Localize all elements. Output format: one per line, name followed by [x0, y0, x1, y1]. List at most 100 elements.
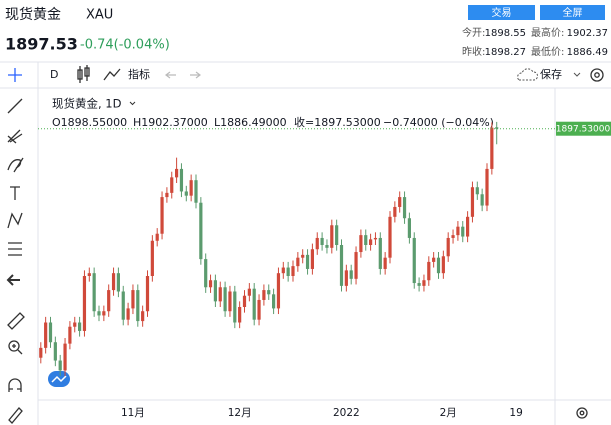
save-button[interactable]: 保存 [540, 67, 562, 81]
save-menu-icon[interactable] [573, 72, 581, 77]
candle-body [339, 245, 344, 286]
candle-body [141, 311, 145, 322]
candle-body [228, 291, 232, 312]
candle-body [252, 288, 256, 320]
last-price-label: 1897.53000 [556, 125, 611, 135]
axis-settings-icon[interactable] [576, 407, 588, 419]
candle-body [422, 280, 426, 286]
candle-body [436, 257, 441, 274]
candle-body [417, 283, 421, 286]
stat-label: 最高价: [531, 26, 564, 39]
stat-value: 1886.49 [567, 47, 608, 58]
candle-body [136, 290, 140, 322]
line-tool[interactable] [7, 98, 23, 114]
candle-body [218, 287, 222, 302]
candle-body [68, 326, 72, 344]
candle-body [398, 197, 402, 207]
redo-icon[interactable] [190, 71, 201, 79]
candle-body [315, 237, 319, 250]
candle-body [451, 235, 455, 238]
price-change: -0.74(-0.04%) [80, 38, 170, 53]
fullscreen-button[interactable] [540, 5, 605, 20]
indicator-button[interactable]: 指标 [128, 67, 150, 81]
candle-body [184, 191, 188, 196]
candle-body [291, 266, 295, 276]
candle-body [495, 127, 499, 129]
indicator-icon[interactable] [103, 68, 121, 81]
draw-lock-tool[interactable] [8, 407, 23, 424]
candle-body [145, 276, 150, 312]
candle-body [344, 270, 348, 286]
candle-type-icon[interactable] [77, 65, 90, 83]
candle-body [461, 226, 465, 237]
last-price-box [556, 121, 611, 136]
candle-body [150, 240, 154, 276]
candle-body [199, 202, 203, 260]
stat-value: 1898.55 [485, 28, 526, 39]
ohlc-legend-item: O1898.55000 [52, 116, 127, 129]
candle-body [369, 239, 373, 245]
candle-body [179, 168, 184, 192]
candle-body [131, 290, 135, 309]
back-tool[interactable] [6, 274, 20, 286]
x-tick-label: 12月 [228, 407, 252, 419]
candle-body [39, 347, 43, 358]
settings-icon[interactable] [590, 68, 604, 82]
candle-body [170, 177, 174, 193]
text-tool[interactable] [10, 186, 20, 200]
candle-body [97, 311, 101, 316]
interval-button[interactable]: D [50, 68, 58, 81]
candle-body [407, 218, 411, 238]
candle-body [204, 259, 208, 288]
candle-body [301, 254, 305, 258]
candle-body [402, 197, 407, 219]
zoom-tool-detail [12, 344, 23, 355]
x-tick-label: 11月 [121, 407, 145, 419]
fib-tool[interactable] [7, 129, 23, 144]
candle-body [247, 288, 251, 296]
candle-body [330, 225, 334, 248]
candle-body [485, 168, 489, 206]
ohlc-legend-item: L1886.49000 [214, 116, 287, 129]
chart-legend-title: 现货黄金, 1D [52, 97, 122, 111]
legend-menu-icon[interactable] [129, 101, 136, 106]
candle-body [335, 225, 339, 245]
candle-body [233, 291, 237, 323]
cloud-icon[interactable] [517, 68, 538, 81]
candle-body [107, 290, 111, 312]
trade-button-label[interactable]: 交易 [492, 6, 512, 19]
candle-body [111, 273, 116, 291]
candle-body [354, 252, 358, 279]
candle-body [82, 276, 87, 331]
candle-body [373, 237, 378, 240]
candle-body [58, 360, 62, 371]
brush-tool[interactable] [7, 157, 24, 173]
candle-body [432, 257, 436, 262]
candle-body [427, 261, 431, 281]
candle-body [208, 280, 213, 288]
measure-tool[interactable] [7, 312, 25, 330]
candle-body [296, 257, 300, 267]
candle-body [116, 273, 120, 292]
zoom-tool[interactable] [8, 340, 20, 352]
magnet-tool[interactable] [8, 378, 22, 392]
pattern-tool[interactable] [7, 212, 23, 229]
crosshair-tool[interactable] [8, 68, 22, 82]
stat-label: 昨收: [462, 45, 485, 58]
candle-body [160, 197, 164, 234]
prediction-tool[interactable] [8, 242, 22, 256]
trade-button[interactable] [468, 5, 535, 20]
price: 1897.53 [5, 35, 78, 54]
candle-body [194, 180, 198, 203]
candle-body [480, 194, 484, 206]
candle-body [281, 267, 285, 274]
candle-body [48, 322, 53, 343]
fullscreen-button-label[interactable]: 全屏 [563, 6, 583, 19]
candle-body [305, 254, 310, 269]
candle-body [325, 245, 329, 248]
candle-body [175, 168, 179, 178]
undo-icon[interactable] [165, 71, 176, 79]
logo-mark [51, 375, 67, 383]
